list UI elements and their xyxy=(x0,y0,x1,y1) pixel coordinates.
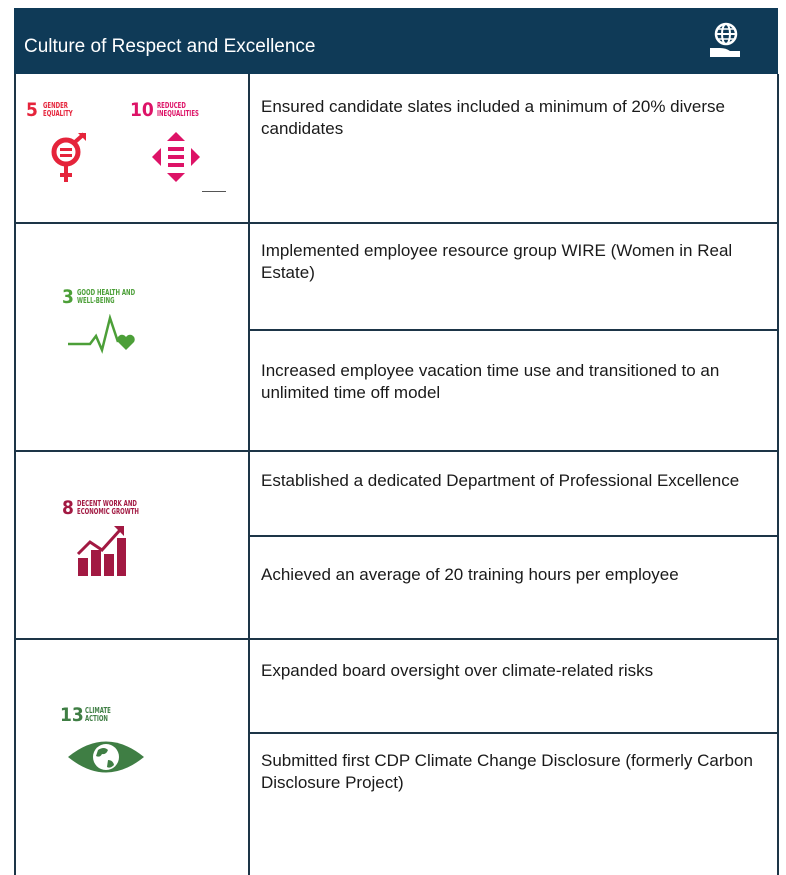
goal-number: 10 xyxy=(130,99,154,121)
border-right xyxy=(777,74,779,875)
item-text: Implemented employee resource group WIRE… xyxy=(261,241,733,282)
border-left xyxy=(14,74,16,875)
globe-hand-icon xyxy=(710,22,740,57)
growth-icon xyxy=(76,526,126,576)
goal-label: CLIMATE ACTION xyxy=(85,706,111,723)
inequality-icon xyxy=(152,132,200,182)
goal-number: 5 xyxy=(26,99,38,121)
header xyxy=(14,8,778,74)
item-text: Achieved an average of 20 training hours… xyxy=(261,565,679,584)
item-divider xyxy=(248,329,779,331)
climate-icon xyxy=(68,741,144,773)
column-divider xyxy=(248,74,250,875)
header-title: Culture of Respect and Excellence xyxy=(24,36,316,57)
goal-label: GOOD HEALTH AND WELL-BEING xyxy=(77,288,136,305)
item-text: Expanded board oversight over climate-re… xyxy=(261,661,654,680)
item-text: Established a dedicated Department of Pr… xyxy=(261,471,740,490)
item-divider xyxy=(248,732,779,734)
item-text: Ensured candidate slates included a mini… xyxy=(261,97,725,138)
goal-number: 8 xyxy=(62,497,74,519)
item-text: Increased employee vacation time use and… xyxy=(261,361,720,402)
section-divider xyxy=(14,450,779,452)
goal-number: 13 xyxy=(60,704,84,726)
gender-icon xyxy=(51,132,86,182)
health-icon xyxy=(68,314,135,354)
item-divider xyxy=(248,535,779,537)
goal-label: GENDER EQUALITY xyxy=(43,101,73,118)
mark xyxy=(202,191,226,192)
item-text: Submitted first CDP Climate Change Discl… xyxy=(261,751,753,792)
goal-label: REDUCED INEQUALITIES xyxy=(157,101,199,118)
section-divider xyxy=(14,638,779,640)
section-divider xyxy=(14,222,779,224)
goal-label: DECENT WORK AND ECONOMIC GROWTH xyxy=(77,499,139,516)
goal-number: 3 xyxy=(62,286,74,308)
